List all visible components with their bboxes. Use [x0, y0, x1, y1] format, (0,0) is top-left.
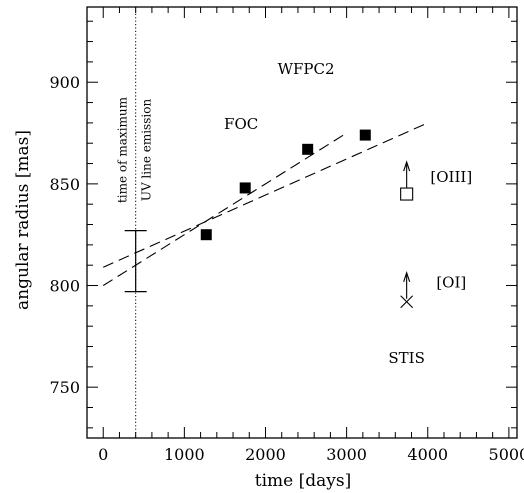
- annotation-label: [OI]: [436, 274, 466, 292]
- marks-group: [125, 130, 413, 308]
- uv-max-label-line: time of maximum: [116, 96, 130, 203]
- data-point-filled-square: [302, 144, 313, 155]
- lines-group: [103, 7, 428, 438]
- data-point-filled-square: [201, 229, 212, 240]
- text-group: 0 1000 2000 3000 4000 5000 750 800 850 900 time of…: [49, 60, 524, 464]
- oiii-open-square: [401, 188, 413, 200]
- x-tick-label: 1000: [164, 445, 205, 464]
- y-tick-label: 750: [49, 378, 80, 397]
- annotation-label: FOC: [224, 115, 258, 133]
- x-tick-label: 0: [98, 445, 108, 464]
- annotation-label: [OIII]: [430, 168, 472, 186]
- x-tick-label: 3000: [326, 445, 367, 464]
- x-tick-label: 2000: [245, 445, 286, 464]
- data-point-filled-square: [360, 130, 371, 141]
- annotation-label: STIS: [388, 349, 424, 367]
- y-tick-label: 900: [49, 73, 80, 92]
- annotation-label: WFPC2: [278, 60, 335, 78]
- x-tick-label: 5000: [489, 445, 524, 464]
- y-tick-label: 800: [49, 277, 80, 296]
- x-axis-title: time [days]: [255, 471, 351, 491]
- y-tick-label: 850: [49, 175, 80, 194]
- x-tick-label: 4000: [407, 445, 448, 464]
- data-point-filled-square: [240, 182, 251, 193]
- uv-max-label-line: UV line emission: [140, 99, 154, 202]
- y-axis-title: angular radius [mas]: [13, 130, 33, 310]
